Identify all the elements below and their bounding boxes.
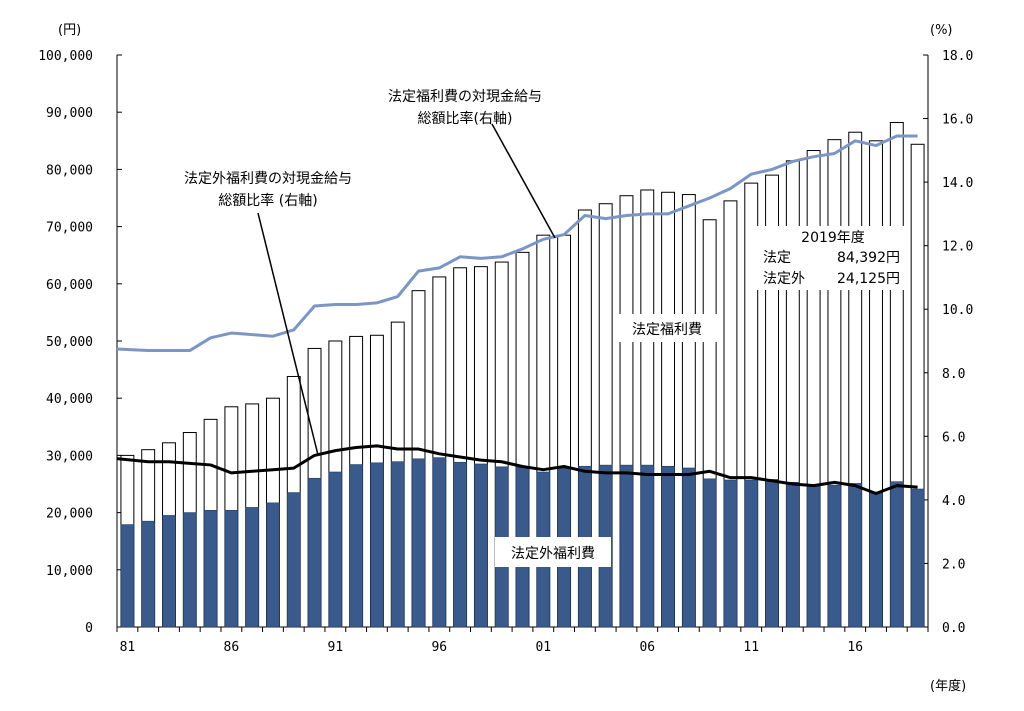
nonlegal-welfare-bar — [702, 478, 717, 628]
left-tick-label: 50,000 — [46, 335, 93, 350]
nonlegal-welfare-bar — [328, 471, 343, 628]
nonlegal-welfare-bar — [806, 484, 821, 628]
left-tick-label: 20,000 — [46, 507, 93, 522]
nonlegal-welfare-bar — [203, 510, 218, 628]
legal-ratio-annotation: 総額比率(右軸) — [418, 110, 513, 127]
legal-bar-label-bg — [615, 314, 719, 342]
nonlegal-welfare-bar — [141, 520, 155, 628]
x-tick-label: 91 — [328, 640, 344, 655]
x-tick-label: 96 — [431, 640, 447, 655]
info-box-bg — [756, 226, 906, 290]
left-tick-label: 30,000 — [46, 449, 93, 464]
nonlegal-welfare-bar — [370, 462, 384, 628]
left-tick-label: 60,000 — [46, 278, 93, 293]
left-tick-label: 10,000 — [46, 564, 93, 579]
nonlegal-welfare-bar — [723, 479, 738, 628]
right-tick-label: 16.0 — [942, 113, 973, 128]
lines-layer — [116, 134, 918, 496]
right-tick-label: 4.0 — [942, 494, 965, 509]
x-tick-label: 11 — [743, 640, 759, 655]
left-tick-label: 40,000 — [46, 392, 93, 407]
x-axis-unit: (年度) — [930, 678, 966, 694]
legal-ratio-line — [116, 134, 918, 353]
nonlegal-welfare-bar — [765, 479, 779, 628]
nonlegal-ratio-annotation: 総額比率 (右軸) — [218, 192, 317, 209]
x-tick-label: 06 — [639, 640, 655, 655]
nonlegal-ratio-annotation: 法定外福利費の対現金給与 — [184, 171, 352, 187]
nonlegal-welfare-bar — [848, 483, 862, 628]
right-tick-label: 8.0 — [942, 367, 965, 382]
nonlegal-welfare-bar — [682, 467, 696, 628]
nonlegal-welfare-bar — [390, 461, 405, 628]
left-tick-label: 80,000 — [46, 163, 93, 178]
nonlegal-welfare-bar — [474, 463, 488, 628]
x-tick-label: 86 — [224, 640, 240, 655]
nonlegal-welfare-bar — [890, 481, 904, 628]
info-box-row-value: 24,125円 — [837, 271, 900, 287]
legal-ratio-leader-line — [491, 123, 556, 239]
axes-layer: 0 10,000 20,000 30,000 40,000 50,000 60,000 70,… — [38, 23, 973, 694]
right-tick-label: 2.0 — [942, 557, 965, 572]
nonlegal-welfare-bar — [619, 464, 634, 628]
nonlegal-welfare-bar — [786, 481, 800, 628]
nonlegal-welfare-bar — [869, 491, 883, 628]
left-tick-label: 100,000 — [38, 49, 93, 64]
nonlegal-welfare-bar — [411, 458, 426, 628]
nonlegal-bar-label: 法定外福利費 — [511, 546, 595, 562]
right-tick-label: 10.0 — [942, 303, 973, 318]
nonlegal-welfare-bar — [224, 510, 239, 628]
left-tick-label: 0 — [85, 621, 93, 636]
x-tick-label: 16 — [847, 640, 863, 655]
nonlegal-welfare-bar — [266, 502, 280, 628]
info-box-row-label: 法定外 — [763, 271, 805, 287]
nonlegal-welfare-bar — [183, 512, 197, 628]
info-box-title: 2019年度 — [801, 230, 865, 246]
nonlegal-welfare-bar — [349, 464, 363, 628]
nonlegal-welfare-bar — [307, 477, 322, 628]
nonlegal-welfare-bar — [661, 465, 675, 628]
left-axis-unit: (円) — [58, 23, 81, 38]
x-tick-label: 01 — [535, 640, 551, 655]
nonlegal-ratio-leader-line — [257, 212, 319, 456]
nonlegal-welfare-bar — [453, 461, 467, 628]
nonlegal-welfare-bar — [827, 484, 842, 628]
left-tick-label: 70,000 — [46, 221, 93, 236]
nonlegal-welfare-bar — [432, 457, 447, 628]
left-tick-label: 90,000 — [46, 106, 93, 121]
nonlegal-ratio-line — [116, 444, 918, 496]
x-tick-label: 81 — [120, 640, 136, 655]
right-tick-label: 12.0 — [942, 240, 973, 255]
info-box-row-label: 法定 — [763, 250, 791, 266]
right-tick-label: 6.0 — [942, 430, 965, 445]
right-tick-label: 18.0 — [942, 49, 973, 64]
legal-ratio-annotation: 法定福利費の対現金給与 — [388, 89, 542, 105]
nonlegal-welfare-bar — [245, 507, 259, 628]
right-tick-label: 14.0 — [942, 176, 973, 191]
right-tick-label: 0.0 — [942, 621, 965, 636]
nonlegal-welfare-bar — [744, 479, 758, 628]
nonlegal-welfare-bar — [640, 464, 655, 628]
nonlegal-welfare-bar — [120, 524, 135, 628]
legal-bar-label: 法定福利費 — [632, 322, 702, 338]
nonlegal-bar-label-bg — [495, 537, 611, 567]
nonlegal-welfare-bar — [287, 492, 301, 628]
info-box-row-value: 84,392円 — [837, 250, 900, 266]
right-axis-unit: (%) — [930, 23, 953, 38]
nonlegal-welfare-bar — [910, 488, 925, 628]
nonlegal-welfare-bar — [162, 515, 176, 628]
